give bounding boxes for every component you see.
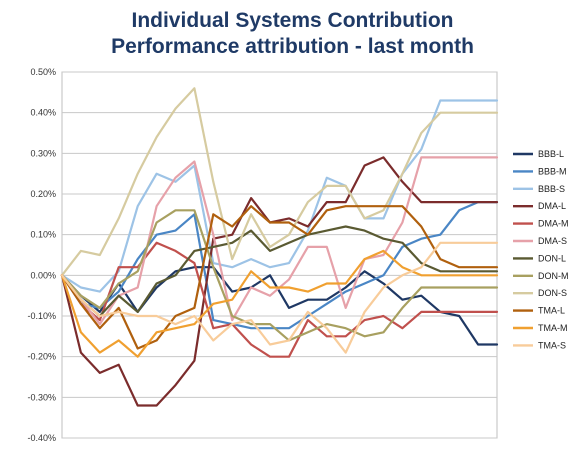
legend-label-don-s: DON-S [538,288,567,298]
y-tick-label: 0.00% [30,270,56,280]
series-line-bbb-l [60,266,499,346]
legend-label-dma-s: DMA-S [538,236,567,246]
y-tick-label: 0.50% [30,67,56,77]
series-line-don-s [60,87,499,277]
y-tick-label: -0.20% [27,352,56,362]
chart-title-line-2: Performance attribution - last month [111,35,474,58]
legend-label-tma-l: TMA-L [538,306,565,316]
y-tick-label: -0.10% [27,311,56,321]
legend-label-tma-s: TMA-S [538,340,566,350]
series-line-dma-m [60,241,499,358]
series-line-bbb-s [60,99,499,293]
chart-title-line-1: Individual Systems Contribution [131,9,454,32]
legend-label-dma-m: DMA-M [538,219,569,229]
series-line-don-m [60,209,499,342]
legend-label-bbb-l: BBB-L [538,149,564,159]
legend-label-don-m: DON-M [538,271,569,281]
y-tick-label: 0.20% [30,189,56,199]
series-line-dma-l [60,156,499,407]
y-tick-label: -0.30% [27,392,56,402]
y-tick-label: 0.40% [30,108,56,118]
series-line-tma-s [60,241,499,354]
legend-label-dma-l: DMA-L [538,201,566,211]
series-line-tma-m [60,249,499,358]
legend-label-don-l: DON-L [538,253,566,263]
series-line-bbb-m [60,201,499,330]
y-tick-label: 0.30% [30,148,56,158]
y-tick-label: -0.40% [27,433,56,443]
legend-label-tma-m: TMA-M [538,323,568,333]
legend-label-bbb-m: BBB-M [538,166,567,176]
y-tick-label: 0.10% [30,230,56,240]
legend-label-bbb-s: BBB-S [538,184,565,194]
series-line-tma-l [60,205,499,350]
